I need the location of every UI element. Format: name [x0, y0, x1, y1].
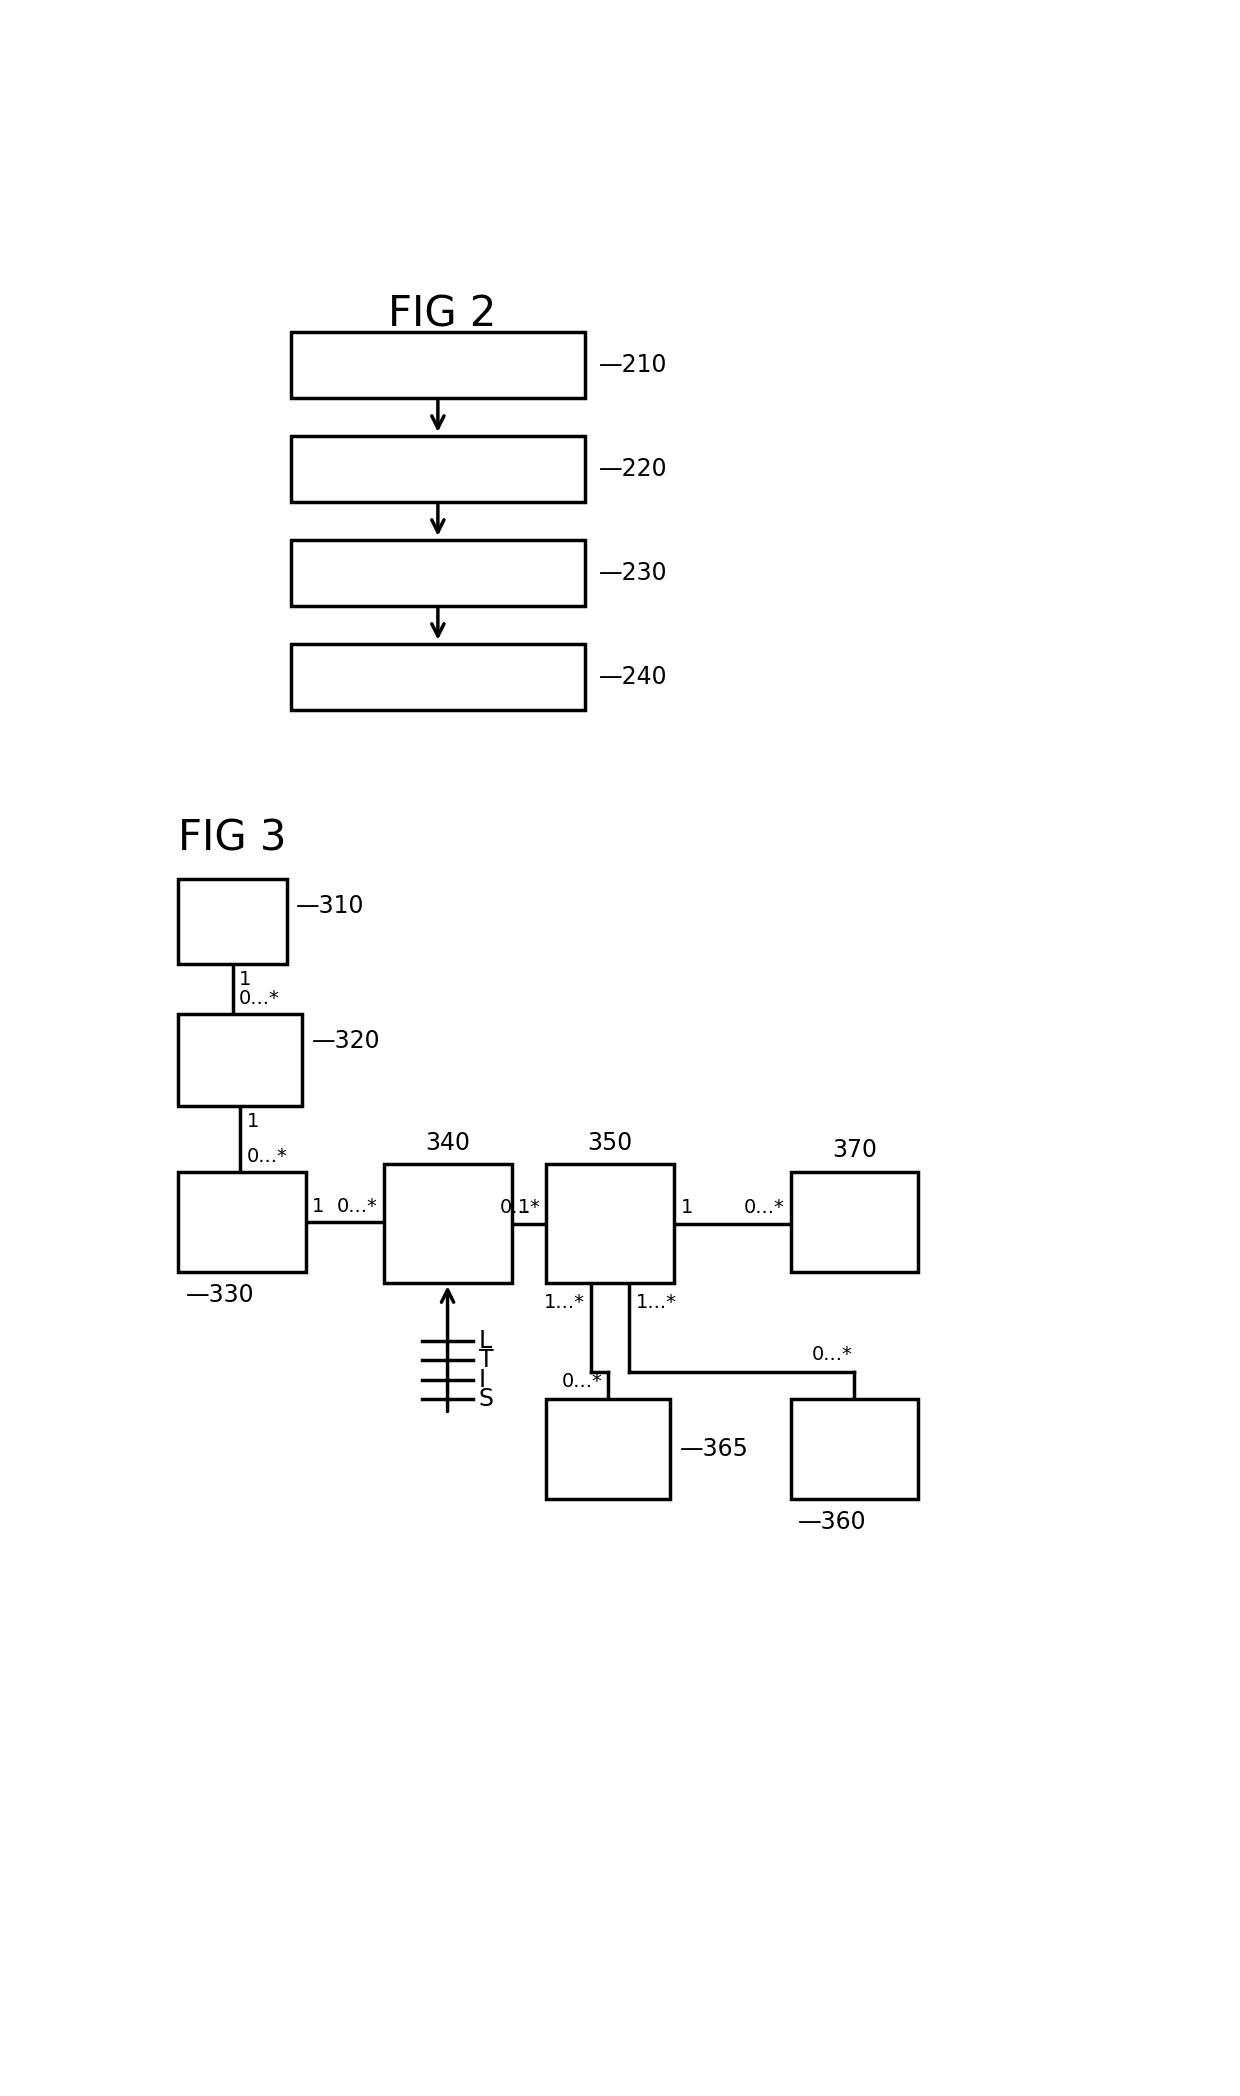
Text: —230: —230 [599, 562, 667, 585]
Bar [179, 1014, 303, 1107]
Text: 1...*: 1...* [544, 1293, 585, 1312]
Text: 0...*: 0...* [562, 1373, 603, 1392]
Bar [547, 1398, 671, 1499]
Text: —320: —320 [311, 1029, 381, 1052]
Bar [791, 1172, 919, 1272]
Text: —240: —240 [599, 664, 667, 690]
Text: —220: —220 [599, 457, 667, 482]
Text: —360: —360 [799, 1511, 867, 1534]
Bar [290, 333, 585, 398]
Bar [791, 1398, 919, 1499]
Text: FIG 2: FIG 2 [388, 293, 496, 335]
Text: —330: —330 [186, 1283, 254, 1308]
Text: 0...*: 0...* [336, 1197, 377, 1216]
Text: 0...*: 0...* [812, 1346, 853, 1364]
Text: 1: 1 [518, 1199, 529, 1218]
Text: 350: 350 [588, 1130, 632, 1155]
Bar [290, 643, 585, 711]
Text: —310: —310 [296, 895, 365, 918]
Text: 0...*: 0...* [744, 1199, 784, 1218]
Bar [179, 1172, 306, 1272]
Bar [383, 1163, 511, 1283]
Text: 1: 1 [238, 970, 250, 989]
Bar [547, 1163, 675, 1283]
Text: 340: 340 [425, 1130, 470, 1155]
Text: —365: —365 [680, 1438, 749, 1461]
Text: T: T [479, 1348, 494, 1373]
Text: 1...*: 1...* [636, 1293, 677, 1312]
Text: 0...*: 0...* [247, 1147, 288, 1165]
Text: S: S [479, 1388, 494, 1411]
Text: 1: 1 [247, 1113, 259, 1132]
Bar [179, 878, 286, 964]
Text: 370: 370 [832, 1138, 877, 1163]
Text: 0...*: 0...* [500, 1199, 541, 1218]
Text: FIG 3: FIG 3 [179, 817, 286, 859]
Text: L: L [479, 1329, 492, 1354]
Bar [290, 436, 585, 501]
Text: —210: —210 [599, 352, 667, 377]
Text: 1: 1 [681, 1199, 693, 1218]
Text: I: I [479, 1367, 486, 1392]
Bar [290, 541, 585, 606]
Text: 0...*: 0...* [238, 989, 279, 1008]
Text: 1: 1 [312, 1197, 325, 1216]
